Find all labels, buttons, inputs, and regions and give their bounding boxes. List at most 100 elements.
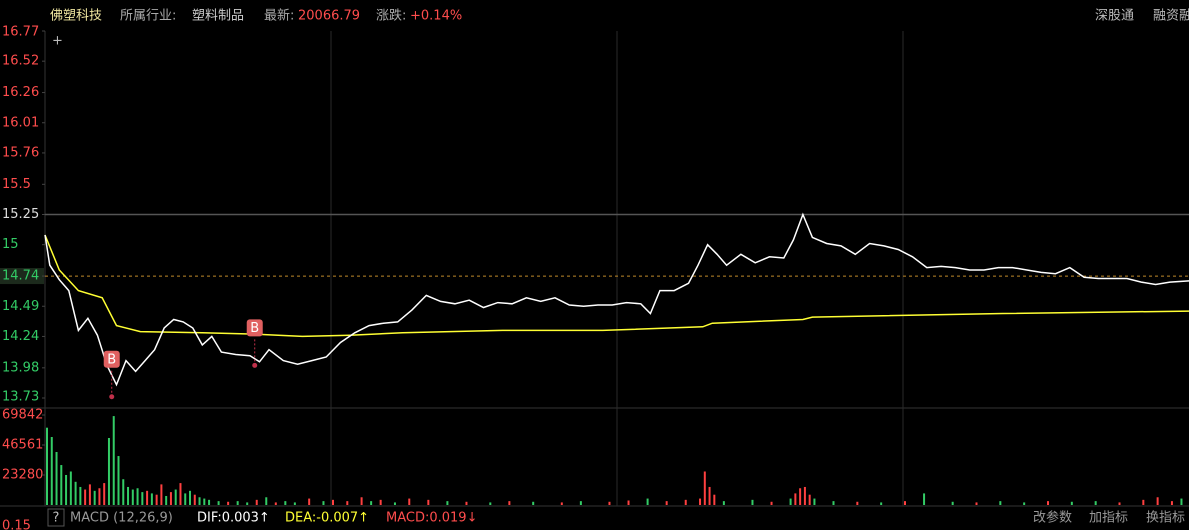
volume-bar <box>84 489 87 505</box>
volume-bar <box>308 498 311 505</box>
dea: DEA:-0.007↑ <box>285 511 369 526</box>
volume-bar <box>169 492 172 505</box>
dif: DIF:0.003↑ <box>197 511 270 526</box>
y-tick-label: 14.24 <box>2 329 39 344</box>
volume-bar <box>770 501 773 505</box>
y-tick-label: 15 <box>2 237 19 252</box>
volume-bar <box>141 492 144 505</box>
volume-bar <box>146 490 149 505</box>
y-tick-label: 13.98 <box>2 360 39 375</box>
y-tick-label: 16.01 <box>2 115 39 130</box>
volume-bar <box>360 497 363 505</box>
volume-bar <box>1023 502 1026 505</box>
industry-label: 所属行业: <box>120 9 176 24</box>
volume-bar <box>265 497 268 505</box>
change-label: 涨跌: <box>376 8 406 24</box>
volume-bar <box>703 471 706 505</box>
volume-bar <box>246 502 249 505</box>
latest-value: 20066.79 <box>298 9 360 24</box>
volume-bar <box>189 490 191 505</box>
y-tick-label: 16.77 <box>2 25 39 40</box>
crosshair-icon[interactable]: + <box>52 34 63 49</box>
volume-bar <box>346 501 349 505</box>
volume-bar <box>1047 501 1049 505</box>
volume-bar <box>284 501 287 505</box>
volume-bar <box>179 483 182 505</box>
volume-bar <box>1070 501 1073 505</box>
y-tick-label: 15.25 <box>2 207 39 222</box>
latest-label: 最新: <box>264 8 294 24</box>
series-line <box>44 212 1189 387</box>
volume-bar <box>198 497 201 505</box>
button[interactable]: 换指标 <box>1146 511 1185 526</box>
volume-bar <box>184 493 187 505</box>
y-tick-label: 46561 <box>2 438 43 453</box>
volume-bar <box>532 501 535 505</box>
volume-bar <box>665 501 668 505</box>
button[interactable]: 改参数 <box>1033 510 1072 526</box>
volume-bar <box>999 501 1002 505</box>
volume-bar <box>117 456 120 505</box>
volume-bar <box>684 499 687 505</box>
volume-bar <box>103 483 106 505</box>
marker-box <box>246 319 263 337</box>
volume-bar <box>122 479 125 505</box>
volume-bar <box>370 501 373 505</box>
volume-bar <box>560 502 563 505</box>
volume-bar <box>813 498 816 505</box>
volume-bar <box>1180 498 1183 505</box>
marker-label: B <box>250 321 259 336</box>
volume-bar <box>227 501 230 505</box>
volume-bar <box>789 498 792 505</box>
volume-bar <box>646 498 649 505</box>
macd-axis-label: 0.15 <box>2 519 31 530</box>
y-tick-label: 14.74 <box>2 269 39 284</box>
volume-bar <box>55 451 58 505</box>
volume-bar <box>489 502 492 505</box>
volume-bar <box>50 436 53 505</box>
volume-bar <box>923 493 926 505</box>
y-tick-label: 16.26 <box>2 85 39 100</box>
volume-bar <box>107 437 110 505</box>
volume-bar <box>1170 501 1173 505</box>
volume-bar <box>150 493 153 505</box>
volume-bar <box>236 501 239 505</box>
help-box[interactable] <box>47 508 65 527</box>
volume-bar <box>799 488 802 505</box>
volume-bar <box>722 501 725 505</box>
help[interactable]: ? <box>53 511 60 526</box>
volume-bar <box>803 486 806 505</box>
volume-bar <box>751 499 754 505</box>
header-link[interactable]: 深股通 <box>1095 9 1134 24</box>
volume-bar <box>274 502 277 505</box>
volume-bar <box>74 481 77 505</box>
volume-bar <box>112 416 115 505</box>
macd: MACD:0.019↓ <box>386 511 477 526</box>
volume-bar <box>856 501 859 505</box>
volume-bar <box>69 471 72 505</box>
volume-bar <box>699 498 702 505</box>
volume-bar <box>160 484 163 505</box>
tick-highlight <box>0 268 44 285</box>
volume-bar <box>1118 502 1121 505</box>
button[interactable]: 加指标 <box>1089 511 1128 526</box>
header-link[interactable]: 融资融 <box>1153 9 1189 24</box>
volume-bar <box>332 499 334 505</box>
y-tick-label: 14.49 <box>2 299 39 314</box>
volume-bar <box>427 499 430 505</box>
volume-bar <box>408 498 411 505</box>
volume-bar <box>794 493 797 505</box>
y-tick-label: 69842 <box>2 408 43 423</box>
change-value: +0.14% <box>410 9 462 24</box>
volume-bar <box>98 488 101 505</box>
y-tick-label: 13.73 <box>2 390 39 405</box>
volume-bar <box>88 484 91 505</box>
volume-bar <box>508 501 511 505</box>
volume-bar <box>174 489 177 505</box>
y-tick-label: 23280 <box>2 468 43 483</box>
industry[interactable]: 塑料制品 <box>192 9 244 24</box>
indicator-name[interactable]: MACD (12,26,9) <box>70 511 173 526</box>
